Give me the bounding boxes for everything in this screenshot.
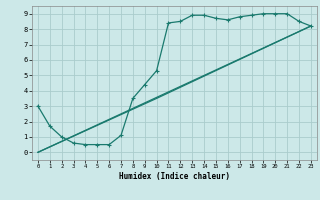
X-axis label: Humidex (Indice chaleur): Humidex (Indice chaleur) [119, 172, 230, 181]
